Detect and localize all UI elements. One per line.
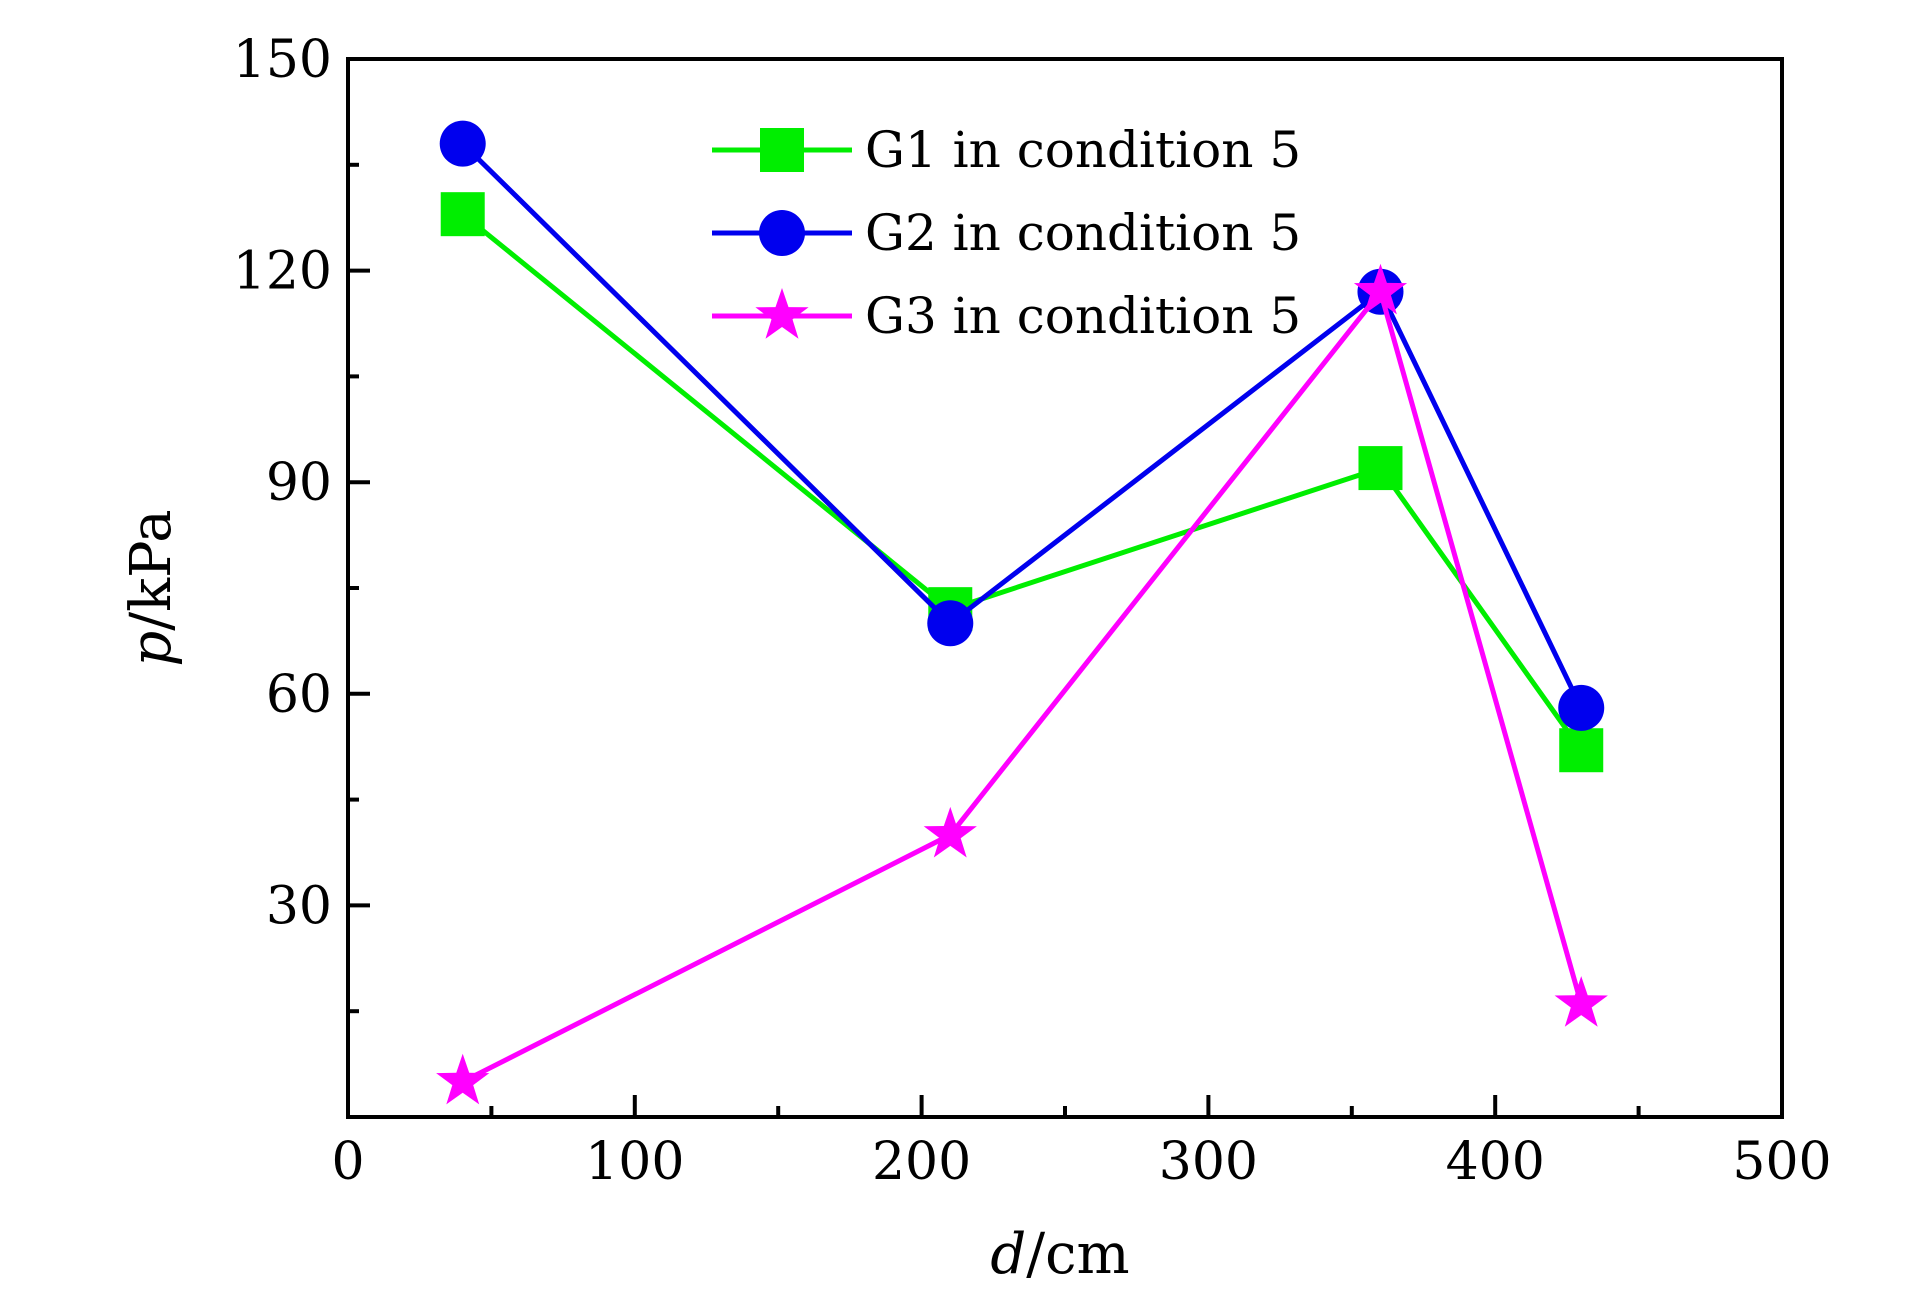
legend-marker bbox=[759, 210, 805, 256]
series-1 bbox=[440, 192, 1604, 773]
x-tick-labels: 0 100 200 300 400 500 bbox=[331, 1132, 1831, 1192]
x-axis-unit: /cm bbox=[1026, 1222, 1129, 1287]
series-2 bbox=[439, 120, 1605, 731]
legend-label: G1 in condition 5 bbox=[865, 121, 1301, 179]
y-axis-symbol: p bbox=[119, 631, 184, 667]
series-2-line bbox=[460, 141, 1584, 709]
series-3-point bbox=[1554, 976, 1608, 1027]
series-3-line bbox=[461, 289, 1584, 1084]
x-tick-label: 300 bbox=[1159, 1132, 1258, 1192]
series-1-point bbox=[1358, 446, 1403, 491]
x-axis-symbol: d bbox=[990, 1222, 1026, 1287]
major-ticks bbox=[348, 268, 1498, 1117]
series-1-point bbox=[1559, 728, 1604, 773]
legend-item-3: G3 in condition 5 bbox=[712, 287, 1301, 345]
legend-item-1: G1 in condition 5 bbox=[712, 121, 1301, 179]
series-1-line bbox=[461, 212, 1584, 752]
series-1-point bbox=[440, 192, 485, 237]
y-tick-label: 90 bbox=[266, 453, 332, 513]
x-tick-label: 200 bbox=[872, 1132, 971, 1192]
plot-frame bbox=[346, 57, 1784, 1119]
y-tick-labels: 30 60 90 120 150 bbox=[233, 30, 332, 936]
series-2-point bbox=[439, 120, 486, 167]
y-tick-label: 30 bbox=[266, 876, 332, 936]
y-tick-label: 120 bbox=[233, 242, 332, 302]
series-3 bbox=[436, 263, 1608, 1105]
series-3-point bbox=[436, 1053, 490, 1105]
y-axis-unit: /kPa bbox=[119, 509, 184, 630]
x-axis-title: d/cm bbox=[990, 1222, 1129, 1287]
legend-marker bbox=[755, 288, 809, 339]
legend-label: G2 in condition 5 bbox=[865, 204, 1301, 262]
series-2-point bbox=[927, 600, 974, 647]
series-layer bbox=[436, 120, 1608, 1105]
y-tick-label: 60 bbox=[266, 665, 332, 725]
x-tick-label: 400 bbox=[1446, 1132, 1545, 1192]
x-tick-label: 500 bbox=[1732, 1132, 1831, 1192]
legend: G1 in condition 5 G2 in condition 5 G3 in … bbox=[712, 121, 1301, 345]
legend-marker bbox=[760, 128, 804, 172]
y-tick-label: 150 bbox=[233, 30, 332, 90]
x-tick-label: 0 bbox=[331, 1132, 364, 1192]
y-axis-title: p/kPa bbox=[119, 509, 184, 666]
x-tick-label: 100 bbox=[585, 1132, 684, 1192]
legend-label: G3 in condition 5 bbox=[865, 287, 1301, 345]
series-2-point bbox=[1558, 684, 1605, 731]
series-3-point bbox=[923, 806, 977, 858]
series-3-point bbox=[1353, 263, 1408, 315]
legend-item-2: G2 in condition 5 bbox=[712, 204, 1301, 262]
